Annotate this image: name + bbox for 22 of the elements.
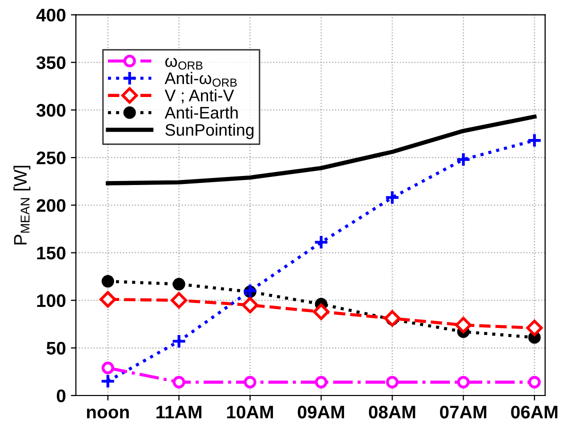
y-tick-label: 350	[36, 56, 66, 70]
x-tick-label: 07AM	[440, 406, 486, 418]
y-tick-label: 300	[36, 104, 66, 117]
y-tick-label: 150	[37, 246, 66, 260]
x-tick-label: 06AM	[511, 406, 558, 418]
x-tick-label: 09AM	[298, 406, 344, 418]
legend-label: SunPointing	[165, 124, 254, 140]
y-tick-label: 100	[37, 294, 66, 308]
legend-label: ω$_{ORB}$	[165, 58, 202, 70]
legend-label: Anti-ω$_{ORB}$	[164, 72, 237, 87]
x-tick-label: 10AM	[227, 406, 273, 418]
y-tick-label: 250	[36, 152, 66, 164]
x-tick-label: 08AM	[368, 406, 416, 418]
legend-label: V ; Anti-V	[164, 89, 234, 104]
y-tick-label: 200	[36, 199, 66, 212]
y-axis-title: P$_{MEAN}$ [W]	[14, 166, 30, 244]
x-tick-label: noon	[87, 408, 129, 418]
y-tick-label: 400	[36, 8, 66, 22]
y-tick-label: 50	[46, 342, 66, 355]
x-tick-label: 11AM	[156, 406, 202, 418]
y-tick-label: 0	[56, 389, 66, 402]
legend-label: Anti-Earth	[164, 106, 238, 119]
